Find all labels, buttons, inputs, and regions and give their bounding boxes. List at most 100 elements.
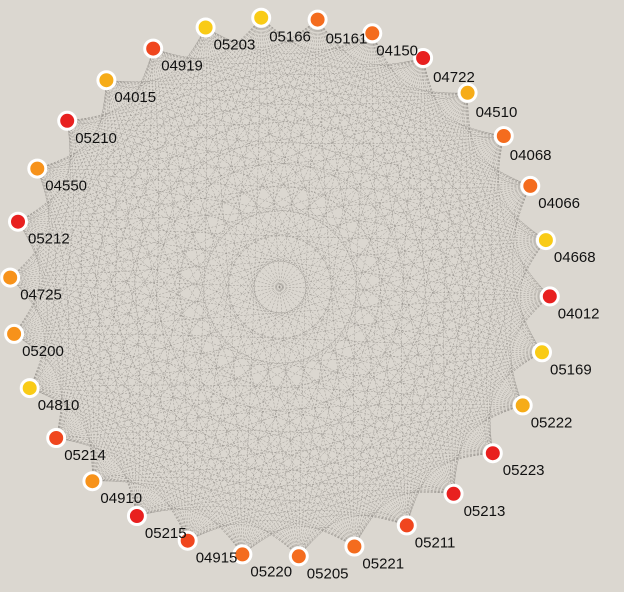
node-05203[interactable]: [195, 17, 216, 38]
node-label-05221: 05221: [362, 556, 404, 573]
node-05223[interactable]: [482, 443, 503, 464]
node-05161[interactable]: [307, 9, 328, 30]
edge: [205, 27, 504, 137]
node-05221[interactable]: [344, 536, 365, 557]
edge: [153, 48, 531, 187]
node-label-04550: 04550: [45, 178, 87, 195]
edge: [66, 120, 138, 517]
edge: [37, 19, 318, 169]
node-04150[interactable]: [362, 23, 383, 44]
edge: [17, 48, 154, 222]
node-04725[interactable]: [0, 267, 21, 288]
edge: [153, 48, 546, 241]
node-04068[interactable]: [493, 126, 514, 146]
node-04915[interactable]: [177, 530, 198, 551]
node-05214[interactable]: [46, 428, 67, 448]
edge: [13, 92, 468, 335]
node-05213[interactable]: [443, 483, 464, 504]
edge: [106, 79, 546, 241]
edge: [13, 19, 318, 335]
edge: [56, 437, 407, 526]
edge: [261, 17, 504, 137]
node-05215[interactable]: [126, 506, 147, 526]
edge: [92, 80, 117, 482]
edge: [17, 33, 373, 222]
node-04066[interactable]: [520, 175, 541, 196]
edge: [55, 17, 262, 439]
edge: [523, 239, 550, 297]
edge: [37, 168, 243, 555]
edge: [10, 277, 243, 555]
edge: [17, 221, 93, 482]
node-05205[interactable]: [288, 546, 309, 567]
edge: [450, 450, 493, 494]
edge: [152, 48, 243, 555]
edge: [406, 239, 547, 526]
edge: [354, 135, 505, 547]
edge: [406, 486, 454, 526]
edge: [92, 17, 262, 482]
node-05222[interactable]: [512, 395, 533, 416]
edge: [317, 19, 547, 241]
node-05211[interactable]: [396, 515, 417, 536]
edge: [67, 120, 550, 297]
edge: [29, 19, 318, 389]
edge: [106, 48, 154, 88]
node-04910[interactable]: [82, 471, 103, 492]
node-05220[interactable]: [232, 544, 253, 565]
node-05200[interactable]: [4, 323, 25, 344]
node-05169[interactable]: [532, 342, 552, 363]
edge: [56, 437, 454, 495]
node-04668[interactable]: [535, 230, 556, 251]
node-04722[interactable]: [413, 48, 434, 68]
edge: [37, 168, 454, 494]
node-04550[interactable]: [27, 158, 48, 179]
edge: [56, 239, 546, 439]
node-label-05213: 05213: [464, 503, 506, 520]
edge: [56, 437, 243, 555]
edge: [187, 489, 454, 541]
node-label-04068: 04068: [510, 147, 552, 164]
edge: [29, 387, 243, 555]
edge: [17, 221, 138, 517]
edge: [136, 27, 206, 517]
edge: [354, 405, 523, 547]
edge: [13, 80, 107, 335]
edge: [10, 277, 93, 482]
edge: [17, 27, 206, 222]
node-04810[interactable]: [19, 378, 40, 399]
edge: [317, 19, 543, 353]
edge: [37, 168, 543, 353]
edge: [17, 221, 300, 557]
edge: [37, 33, 373, 169]
node-label-05205: 05205: [307, 565, 349, 582]
edge: [242, 530, 300, 557]
edge: [298, 19, 318, 557]
edge: [371, 33, 408, 526]
edge: [29, 135, 504, 389]
node-04919[interactable]: [143, 38, 164, 59]
edge: [17, 221, 546, 241]
edge: [354, 92, 468, 547]
edge: [242, 57, 424, 555]
label-layer: 05166 05161 04150 04722 04510 04068 04066 04668…: [20, 29, 599, 583]
edge: [462, 92, 504, 138]
edge: [14, 185, 531, 335]
node-05210[interactable]: [57, 110, 78, 131]
edge: [372, 33, 424, 70]
node-05212[interactable]: [8, 211, 28, 232]
edge: [92, 480, 299, 557]
node-05166[interactable]: [251, 7, 272, 28]
node-04510[interactable]: [457, 82, 478, 103]
node-04012[interactable]: [539, 286, 560, 307]
edge: [10, 33, 373, 278]
node-04015[interactable]: [96, 70, 117, 91]
edge: [136, 239, 547, 517]
edge: [317, 19, 494, 454]
edge: [13, 333, 243, 555]
edge: [153, 48, 468, 97]
edge: [205, 27, 300, 557]
edge: [106, 80, 493, 454]
edge: [37, 57, 424, 169]
node-label-04012: 04012: [558, 305, 600, 322]
